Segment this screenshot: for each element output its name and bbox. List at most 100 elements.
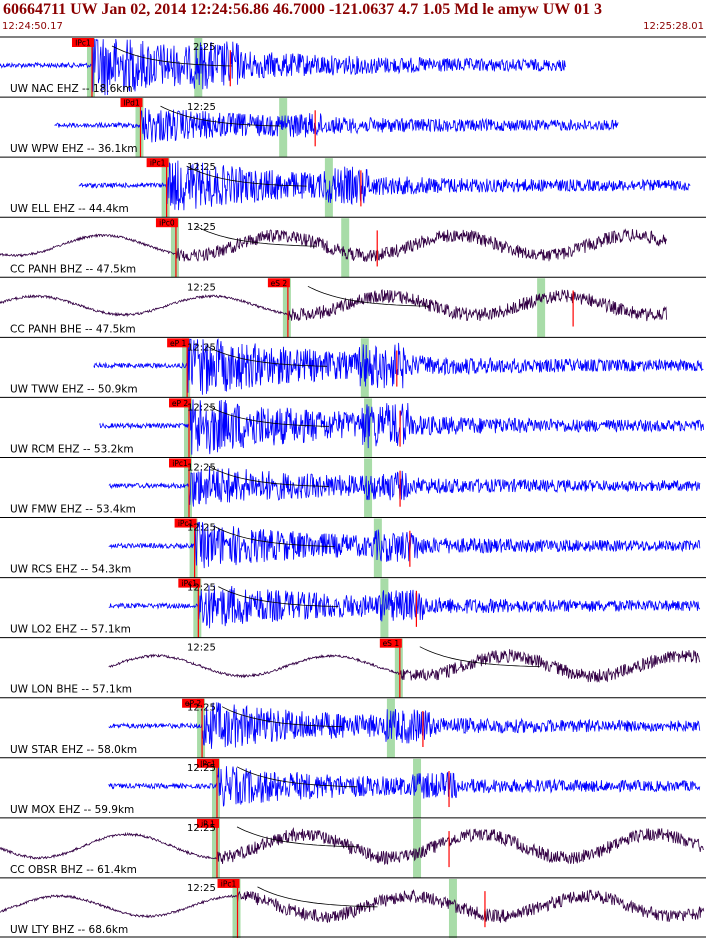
waveform-trace xyxy=(0,228,667,262)
waveform-trace xyxy=(108,649,701,683)
station-label: UW FMW EHZ -- 53.4km xyxy=(10,504,136,516)
time-tick-label: 12:25 xyxy=(187,763,216,774)
time-tick-label: 12:25 xyxy=(187,643,216,654)
time-tick-label: 12:25 xyxy=(187,222,216,233)
phase-pick-flag xyxy=(167,338,190,348)
phase-pick-label: iPc1 xyxy=(221,879,237,888)
p-window-band xyxy=(184,458,193,518)
p-window-band xyxy=(232,878,241,938)
waveform-trace xyxy=(0,889,705,924)
time-tick-label: 12:25 xyxy=(187,583,216,594)
station-label: CC PANH BHZ -- 47.5km xyxy=(10,263,136,275)
phase-pick-flag xyxy=(379,638,402,648)
coda-decay-curve xyxy=(208,406,330,427)
waveform-trace xyxy=(108,465,701,507)
phase-pick-label: iPc0 xyxy=(159,219,175,228)
p-window-band xyxy=(135,98,144,158)
trace-row: iPc0 12:25 CC PANH BHZ -- 47.5km xyxy=(0,216,706,278)
phase-pick-flag xyxy=(196,818,219,828)
station-label: CC OBSR BHZ -- 61.4km xyxy=(10,864,137,876)
trace-row: iPc1 12:25 UW FMW EHZ -- 53.4km xyxy=(0,456,706,518)
station-label: UW LO2 EHZ -- 57.1km xyxy=(10,624,131,636)
waveform-trace xyxy=(108,585,701,629)
phase-pick-flag xyxy=(196,758,219,768)
p-window-band xyxy=(197,698,206,758)
time-tick-label: 12:25 xyxy=(187,342,216,353)
time-tick-label: 12:25 xyxy=(187,523,216,534)
trace-row: eS 1 12:25 UW LON BHE -- 57.1km xyxy=(0,637,706,698)
waveform-trace xyxy=(99,399,704,455)
waveform-trace xyxy=(108,766,701,807)
waveform-trace xyxy=(78,160,691,211)
phase-pick-flag xyxy=(217,878,240,888)
event-header-title: 60664711 UW Jan 02, 2014 12:24:56.86 46.… xyxy=(3,1,602,18)
station-label: UW NAC EHZ -- 18.6km xyxy=(10,83,133,95)
trace-row: eS 2 12:25 CC PANH BHE -- 47.5km xyxy=(0,276,706,338)
station-label: UW STAR EHZ -- 58.0km xyxy=(10,744,137,756)
coda-decay-curve xyxy=(208,466,330,487)
window-end-time: 12:25:28.01 xyxy=(643,21,704,32)
coda-decay-curve xyxy=(236,766,358,788)
waveform-trace xyxy=(93,338,704,395)
phase-pick-label: iP 1 xyxy=(201,819,215,828)
p-window-band xyxy=(193,578,202,638)
station-label: UW LTY BHZ -- 68.6km xyxy=(10,924,128,936)
trace-row: eP 1 12:25 UW TWW EHZ -- 50.9km xyxy=(0,336,706,398)
station-label: CC PANH BHE -- 47.5km xyxy=(10,323,136,335)
phase-pick-label: iPc1 xyxy=(178,519,194,528)
trace-row: iPc1 12:25 UW LTY BHZ -- 68.6km xyxy=(0,877,706,938)
s-window-band xyxy=(341,218,350,278)
s-window-band xyxy=(448,878,457,938)
window-start-time: 12:24:50.17 xyxy=(2,21,63,32)
coda-decay-curve xyxy=(111,45,233,67)
time-tick-label: 12:25 xyxy=(187,282,216,293)
trace-row: IPc1 2:25 UW NAC EHZ -- 18.6km xyxy=(0,36,706,98)
coda-decay-curve xyxy=(206,345,328,367)
time-tick-label: 12:25 xyxy=(187,823,216,834)
station-label: UW ELL EHZ -- 44.4km xyxy=(10,203,129,215)
phase-pick-flag xyxy=(169,398,192,408)
station-label: UW WPW EHZ -- 36.1km xyxy=(10,143,138,155)
phase-pick-flag xyxy=(174,518,197,528)
p-window-band xyxy=(161,158,170,218)
time-tick-label: 12:25 xyxy=(187,462,216,473)
phase-pick-label: iPc1 xyxy=(150,159,166,168)
station-label: UW LON BHE -- 57.1km xyxy=(10,684,132,696)
phase-pick-label: iPc1 xyxy=(172,459,188,468)
coda-decay-curve xyxy=(214,526,335,547)
phase-pick-label: eP 2 xyxy=(172,399,189,408)
waveform-trace xyxy=(0,38,567,96)
s-window-band xyxy=(324,158,333,218)
time-tick-label: 12:25 xyxy=(187,402,216,413)
p-window-band xyxy=(182,338,191,398)
phase-pick-label: eP 2 xyxy=(185,699,202,708)
p-window-band xyxy=(189,518,198,578)
phase-pick-flag xyxy=(155,218,178,228)
coda-decay-curve xyxy=(195,225,316,247)
trace-row: iPc1 12:25 UW ELL EHZ -- 44.4km xyxy=(0,156,706,218)
station-label: UW RCM EHZ -- 53.2km xyxy=(10,443,134,455)
p-window-band xyxy=(184,398,193,458)
coda-decay-curve xyxy=(160,105,281,127)
p-window-band xyxy=(394,638,403,698)
station-label: UW TWW EHZ -- 50.9km xyxy=(10,383,138,395)
trace-row: iP 112:25 CC OBSR BHZ -- 61.4km xyxy=(0,817,706,878)
station-label: UW MOX EHZ -- 59.9km xyxy=(10,804,134,816)
trace-row: IPd1 12:25 UW WPW EHZ -- 36.1km xyxy=(0,96,706,158)
p-window-band xyxy=(170,218,179,278)
p-window-band xyxy=(211,758,220,818)
time-tick-label: 12:25 xyxy=(187,162,216,173)
phase-pick-label: eP 1 xyxy=(170,339,187,348)
phase-pick-label: IPc1 xyxy=(200,759,216,768)
waveform-trace xyxy=(108,521,701,569)
s-window-band xyxy=(537,278,546,338)
coda-decay-curve xyxy=(307,285,428,307)
waveform-trace xyxy=(54,107,619,143)
trace-row: eP 212:25 UW STAR EHZ -- 58.0km xyxy=(0,697,706,758)
phase-pick-label: eS 2 xyxy=(271,279,288,288)
phase-pick-flag xyxy=(182,698,205,708)
